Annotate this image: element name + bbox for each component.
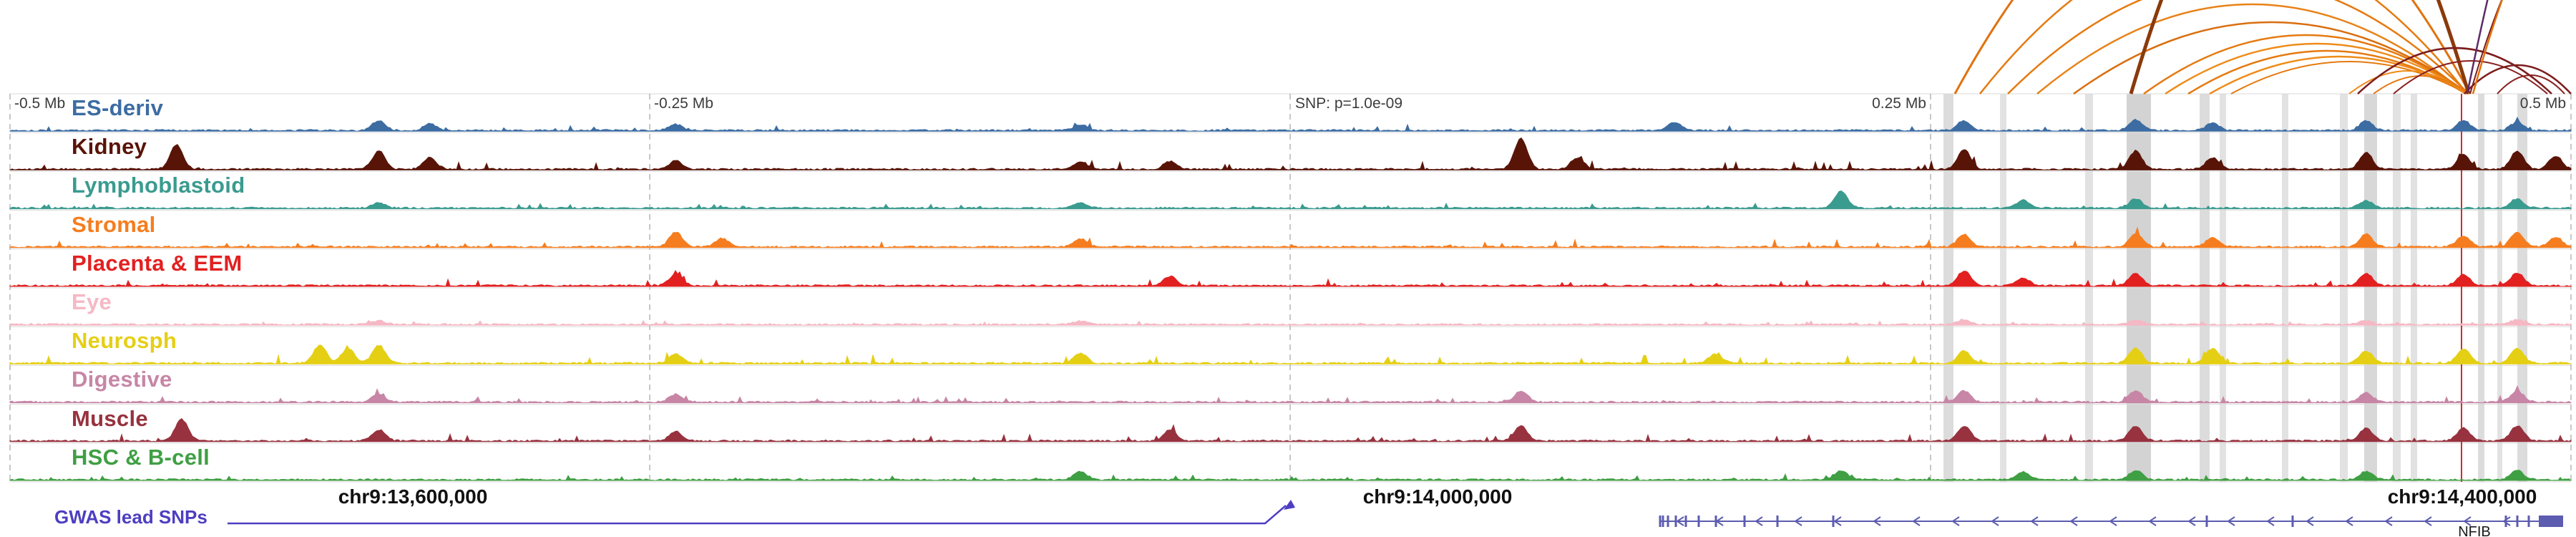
gwas-lead-snps-label: GWAS lead SNPs	[54, 506, 208, 528]
interaction-arc	[2348, 70, 2467, 95]
strand-chevron-icon	[2384, 516, 2393, 526]
exon-block	[2539, 516, 2563, 527]
track-label-eye: Eye	[72, 289, 112, 314]
track-label-kidney: Kidney	[72, 134, 147, 160]
signal-lymphoblastoid	[9, 190, 2572, 210]
gwas-leader-line	[228, 505, 1287, 525]
strand-chevron-icon	[2345, 516, 2353, 526]
strand-chevron-icon	[1833, 516, 1842, 526]
interaction-arc	[2393, 60, 2548, 95]
interaction-arc	[1979, 0, 2468, 95]
signal-muscle	[9, 418, 2572, 442]
strand-chevron-icon	[2424, 516, 2432, 526]
interaction-arc	[2073, 21, 2469, 95]
track-label-lymphoblastoid: Lymphoblastoid	[72, 173, 245, 198]
strand-chevron-icon	[2266, 516, 2275, 526]
strand-chevron-icon	[2109, 516, 2117, 526]
track-label-stromal: Stromal	[72, 211, 156, 237]
track-label-digestive: Digestive	[72, 367, 172, 392]
scale-label-minus-0-5mb: -0.5 Mb	[14, 95, 66, 112]
interaction-arc	[2036, 3, 2467, 95]
track-label-hsc-b-cell: HSC & B-cell	[72, 444, 210, 470]
strand-chevron-icon	[1951, 516, 1960, 526]
signal-eye	[9, 318, 2572, 326]
strand-chevron-icon	[1873, 516, 1881, 526]
scale-label-0-25mb: 0.25 Mb	[1872, 95, 1926, 112]
signal-neurosph	[9, 344, 2572, 365]
interaction-arc	[2165, 42, 2469, 95]
strand-chevron-icon	[2069, 516, 2078, 526]
strand-chevron-icon	[2148, 516, 2157, 526]
coordinate-label-0: chr9:13,600,000	[338, 485, 488, 508]
signal-es-deriv	[9, 116, 2572, 132]
signal-placenta-eem	[9, 270, 2572, 287]
interaction-arc	[2373, 75, 2469, 95]
interaction-arc	[2143, 34, 2468, 95]
strand-chevron-icon	[2227, 516, 2235, 526]
track-label-muscle: Muscle	[72, 405, 148, 431]
signal-stromal	[9, 226, 2572, 248]
track-label-neurosph: Neurosph	[72, 328, 177, 354]
strand-chevron-icon	[1755, 516, 1763, 526]
strand-chevron-icon	[2463, 516, 2472, 526]
strand-chevron-icon	[1676, 516, 1684, 526]
scale-label-minus-0-25mb: -0.25 Mb	[654, 95, 713, 112]
gwas-arrowhead-icon	[1284, 500, 1295, 510]
interaction-arc	[2007, 0, 2469, 95]
track-label-es-deriv: ES-deriv	[72, 95, 164, 120]
strand-chevron-icon	[1912, 516, 1921, 526]
coordinate-label-1: chr9:14,000,000	[1362, 485, 1513, 508]
interaction-arc	[2497, 74, 2565, 95]
strand-chevron-icon	[2502, 516, 2511, 526]
signal-hsc-b-cell	[9, 470, 2572, 481]
interaction-arc	[2230, 61, 2468, 95]
strand-chevron-icon	[2306, 516, 2314, 526]
scale-label-0-5mb: 0.5 Mb	[2519, 95, 2566, 112]
interaction-arc	[2466, 0, 2489, 95]
signal-digestive	[9, 384, 2572, 404]
interaction-arc	[2472, 0, 2504, 95]
strand-chevron-icon	[1794, 516, 1802, 526]
track-label-placenta-eem: Placenta & EEM	[72, 250, 243, 276]
strand-chevron-icon	[2030, 516, 2039, 526]
strand-chevron-icon	[1991, 516, 1999, 526]
interaction-arc	[2357, 47, 2552, 95]
strand-chevron-icon	[2187, 516, 2196, 526]
snp-pvalue-label: SNP: p=1.0e-09	[1295, 95, 1403, 112]
gene-name-label: NFIB	[2458, 524, 2491, 537]
coordinate-label-2: chr9:14,400,000	[2387, 485, 2537, 508]
signal-kidney	[9, 137, 2572, 171]
